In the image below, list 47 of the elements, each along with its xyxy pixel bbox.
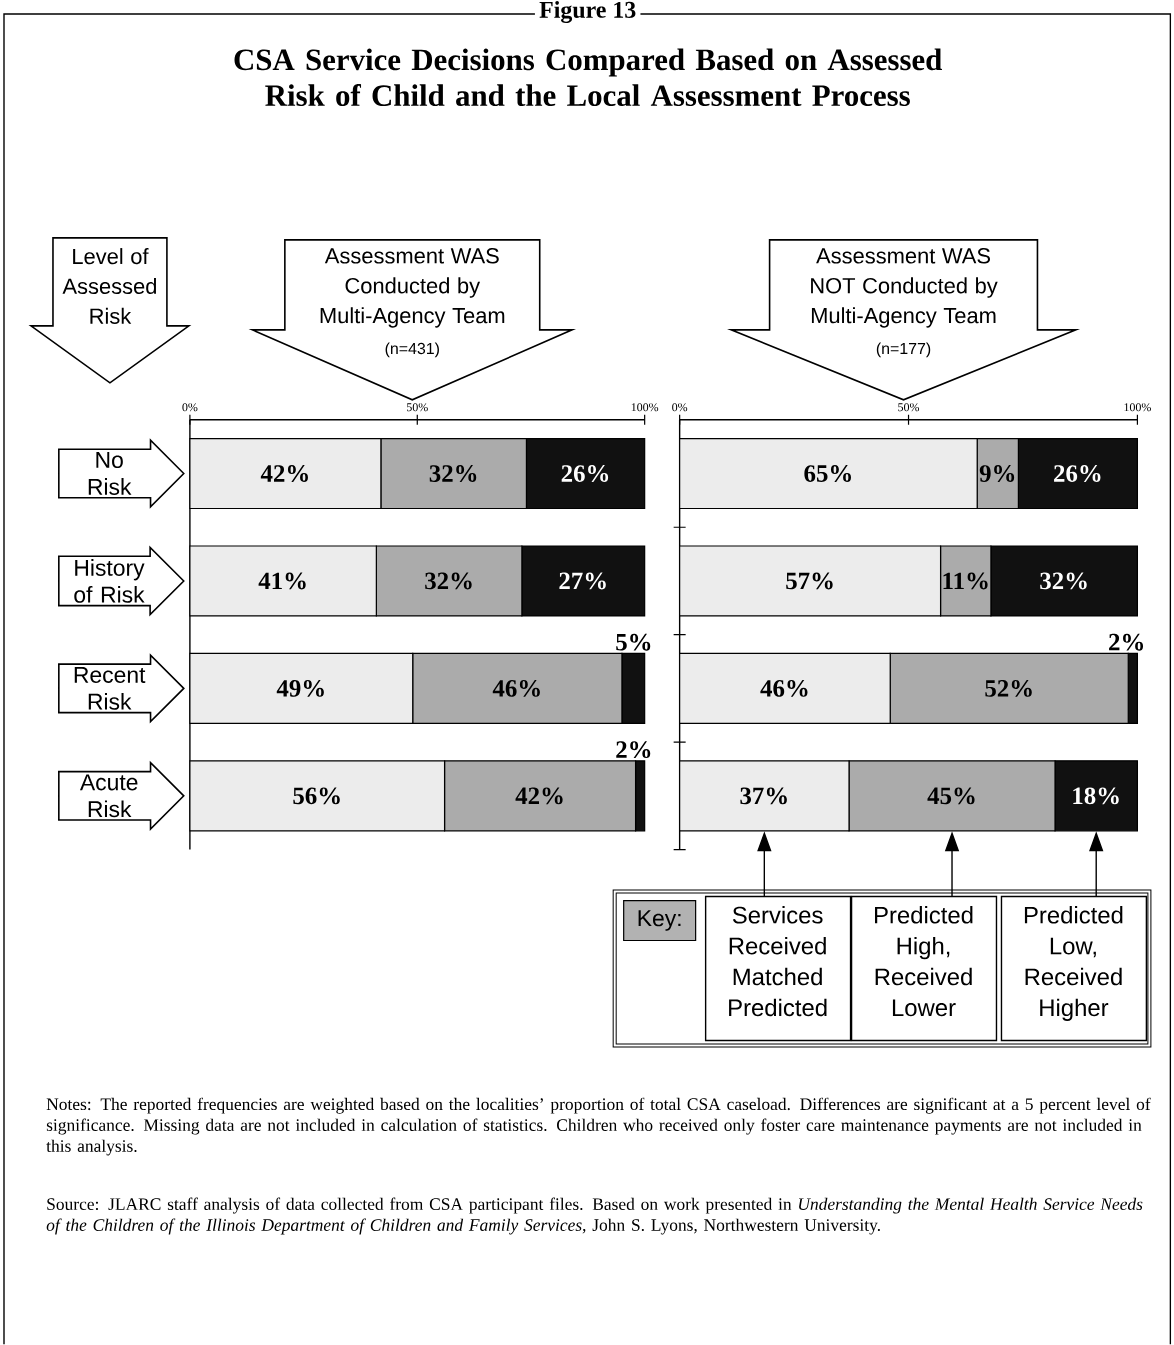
text: Source: JLARC staff analysis of data collected from CSA participant files. Based on work presented in Understanding the Mental Health Service Needs of the Children of the Illinois Department of Children and Family Services, John S. Lyons, Northwestern University.	[46, 1197, 1143, 1235]
data-label: 2%	[1108, 633, 1143, 651]
data-label: 32%	[1040, 572, 1087, 590]
chart-subtitle: (n=177)	[876, 342, 931, 358]
y-axis-title: Level of Assessed Risk	[62, 248, 156, 324]
data-label: 5%	[616, 633, 651, 651]
data-label: 42%	[260, 465, 308, 482]
y-tick-label: Recent Risk	[74, 666, 146, 710]
data-label: 37%	[740, 787, 787, 805]
data-label: 42%	[515, 787, 563, 805]
legend-label: Services Received Matched Predicted	[728, 906, 827, 1017]
data-label: 45%	[927, 787, 975, 805]
text: CSA Service Decisions Compared Based on Assessed Risk of Child and the Local Assessment Process	[234, 48, 942, 107]
y-tick-label: History of Risk	[74, 559, 145, 603]
data-label: 65%	[804, 465, 851, 482]
data-label: 49%	[276, 679, 324, 697]
y-tick-label: Acute Risk	[79, 774, 138, 818]
legend-label: Predicted Low, Received Higher	[1024, 906, 1123, 1021]
data-label: 57%	[786, 572, 833, 590]
data-label: 26%	[561, 465, 608, 482]
data-label: 26%	[1053, 465, 1101, 482]
data-label: 27%	[559, 572, 606, 590]
data-label: 32%	[429, 465, 477, 482]
data-label: 9%	[979, 465, 1014, 482]
legend-title: Key:	[638, 910, 681, 931]
chart-title: Assessment WAS Conducted by Multi-Agency Team	[320, 248, 505, 328]
x-tick-label: 50%	[898, 403, 919, 412]
data-label: 41%	[258, 572, 306, 590]
x-tick-label: 50%	[406, 403, 428, 412]
chart-title: Assessment WAS NOT Conducted by Multi-Agency Team	[810, 248, 998, 328]
legend-label: Predicted High, Received Lower	[874, 906, 973, 1017]
data-label: 52%	[985, 679, 1032, 697]
x-tick-label: 0%	[182, 403, 198, 412]
data-label: 18%	[1073, 787, 1119, 805]
data-label: 32%	[424, 572, 472, 590]
y-tick-label: No Risk	[88, 452, 132, 495]
chart-subtitle: (n=431)	[385, 342, 439, 358]
caption: Figure 13	[539, 1, 636, 23]
text: Notes: The reported frequencies are weighted based on the localities’ proportion of total CSA caseload. Differences are significant at a 5 percent level of significance. Missing data are not included in calculation of statistics. Children who received only foster care maintenance payments are not included in this analysis.	[46, 1097, 1151, 1156]
x-tick-label: 0%	[671, 403, 688, 412]
data-label: 56%	[293, 787, 340, 805]
data-label: 46%	[760, 679, 808, 697]
data-label: 2%	[616, 741, 651, 759]
data-label: 11%	[943, 572, 988, 590]
x-tick-label: 100%	[631, 403, 658, 412]
data-label: 46%	[492, 679, 540, 697]
x-tick-label: 100%	[1124, 403, 1151, 412]
